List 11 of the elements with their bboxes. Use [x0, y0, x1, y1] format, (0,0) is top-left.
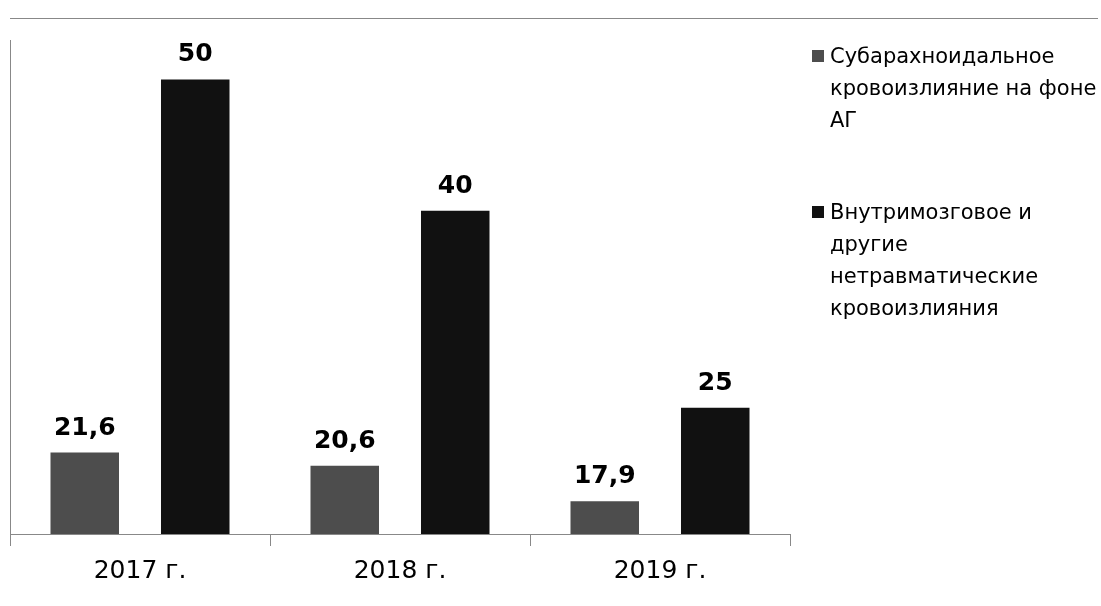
x-tick-label: 2019 г.: [613, 554, 707, 584]
data-label: 20,6: [313, 424, 376, 454]
legend-label: Внутримозговое и другие нетравматические кровоизлияния: [830, 199, 1040, 322]
data-label: 40: [437, 169, 473, 199]
x-tick-label: 2017 г.: [93, 554, 187, 584]
data-label: 25: [697, 366, 733, 396]
x-tick-label: 2018 г.: [353, 554, 447, 584]
data-label: 21,6: [53, 411, 116, 441]
data-label: 17,9: [573, 460, 636, 490]
legend-label: Субарахноидальное кровоизлияние на фоне АГ: [830, 43, 1097, 134]
data-label: 50: [177, 38, 213, 68]
